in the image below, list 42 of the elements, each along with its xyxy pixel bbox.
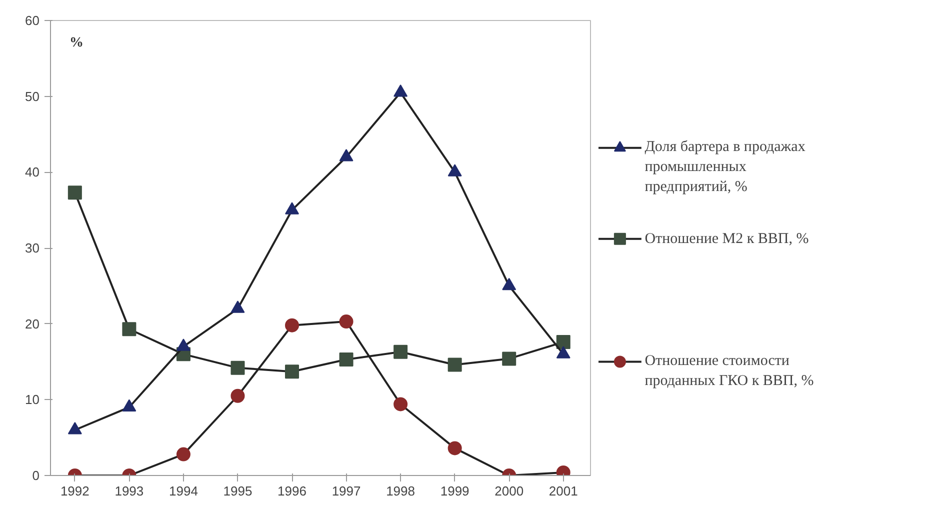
point xyxy=(502,352,516,366)
point xyxy=(176,447,190,462)
y-axis-title: % xyxy=(69,36,84,50)
y-tick-label: 30 xyxy=(25,240,40,256)
point xyxy=(339,352,354,366)
point xyxy=(230,360,245,375)
y-tick-label: 20 xyxy=(25,316,40,332)
x-tick-label: 1998 xyxy=(386,484,416,498)
x-tick-label: 1992 xyxy=(60,484,90,498)
x-tick-label: 1995 xyxy=(223,484,252,498)
point xyxy=(394,344,408,359)
legend-label: Отношение стоимости проданных ГКО к ВВП, % xyxy=(644,352,814,389)
point xyxy=(285,202,300,214)
y-tick-label: 0 xyxy=(32,468,40,483)
x-tick-label: 2001 xyxy=(548,484,578,498)
point xyxy=(230,300,245,313)
point xyxy=(339,314,354,329)
point xyxy=(285,318,300,332)
x-tick-label: 1999 xyxy=(440,484,470,498)
point xyxy=(502,278,516,290)
x-tick-label: 1993 xyxy=(114,484,144,498)
point xyxy=(556,335,570,350)
y-tick-label: 40 xyxy=(25,164,40,180)
x-tick-label: 1994 xyxy=(169,484,198,498)
point xyxy=(448,164,462,176)
legend-label: Доля бартера в продажах промышленных предприятий, % xyxy=(644,138,806,195)
point xyxy=(394,397,408,412)
point xyxy=(176,338,190,351)
x-tick-label: 1996 xyxy=(278,484,306,498)
legend-label: Отношение М2 к ВВП, % xyxy=(644,230,809,247)
point xyxy=(394,84,408,97)
point xyxy=(339,148,354,162)
y-tick-label: 60 xyxy=(25,13,40,28)
point xyxy=(230,388,245,403)
y-tick-label: 50 xyxy=(25,88,40,104)
x-tick-label: 1997 xyxy=(332,484,361,498)
y-tick-label: 10 xyxy=(25,392,40,408)
point xyxy=(448,441,462,456)
x-tick-label: 2000 xyxy=(494,484,524,498)
point xyxy=(448,358,462,372)
point xyxy=(122,322,136,336)
point xyxy=(285,364,300,379)
